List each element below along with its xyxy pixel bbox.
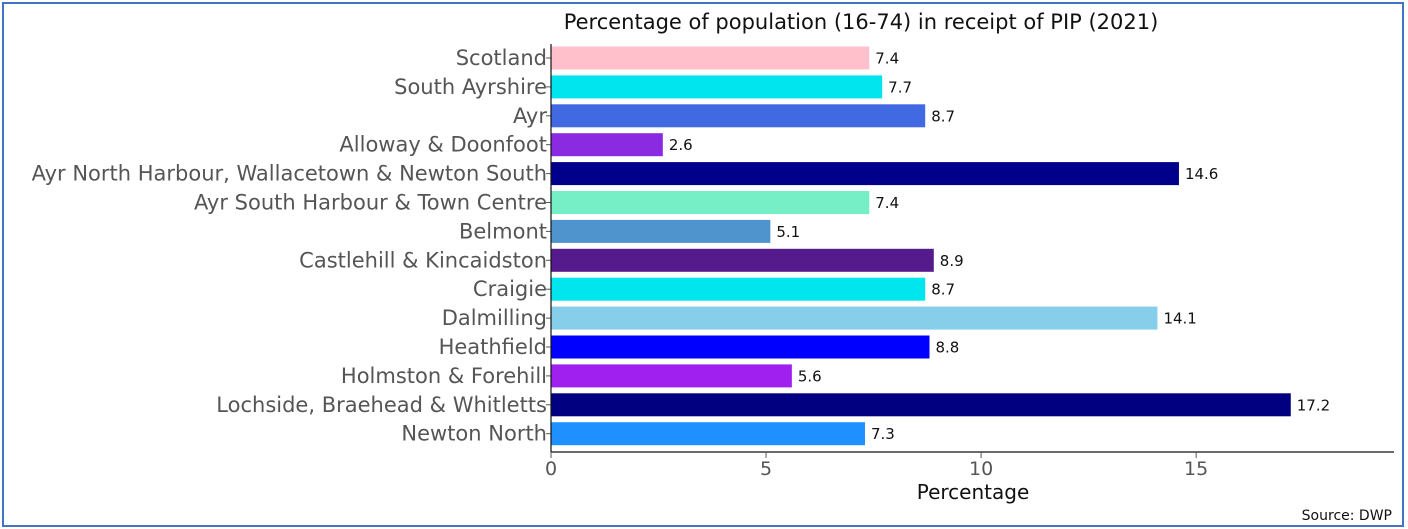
category-label: Scotland <box>456 46 547 70</box>
bar <box>551 191 870 214</box>
x-tick-label: 5 <box>760 458 772 480</box>
bar <box>551 335 930 359</box>
data-label: 7.4 <box>875 194 899 212</box>
data-label: 14.6 <box>1185 165 1218 183</box>
category-label: Heathfield <box>439 335 547 359</box>
source-note: Source: DWP <box>1302 508 1392 524</box>
bar <box>551 422 865 446</box>
bar <box>551 133 663 157</box>
data-label: 8.7 <box>931 281 955 299</box>
data-label: 7.3 <box>871 425 895 443</box>
category-label: Belmont <box>459 219 547 243</box>
data-label: 5.6 <box>798 367 822 385</box>
category-label: Lochside, Braehead & Whitletts <box>216 393 547 417</box>
category-label: Ayr South Harbour & Town Centre <box>194 191 547 215</box>
category-label: Ayr North Harbour, Wallacetown & Newton … <box>32 162 547 186</box>
chart-title: Percentage of population (16-74) in rece… <box>564 10 1159 34</box>
bar <box>551 306 1158 330</box>
bar <box>551 46 870 70</box>
x-tick-label: 10 <box>969 458 993 480</box>
x-tick-label: 15 <box>1184 458 1208 480</box>
x-axis-label: Percentage <box>917 480 1030 504</box>
data-label: 8.8 <box>935 339 959 357</box>
bar <box>551 162 1179 186</box>
data-label: 8.7 <box>931 107 955 125</box>
bar <box>551 104 926 128</box>
data-label: 17.2 <box>1297 396 1330 414</box>
bar <box>551 219 771 243</box>
category-label: Dalmilling <box>442 306 547 330</box>
category-label: Newton North <box>401 422 547 446</box>
data-label: 2.6 <box>669 136 693 154</box>
data-label: 7.7 <box>888 78 912 96</box>
data-label: 8.9 <box>940 252 964 270</box>
category-label: Craigie <box>473 277 547 301</box>
category-label: Alloway & Doonfoot <box>339 133 547 157</box>
category-label: Holmston & Forehill <box>341 364 547 388</box>
bar <box>551 248 934 272</box>
data-label: 5.1 <box>776 223 800 241</box>
category-label: South Ayrshire <box>394 75 547 99</box>
category-label: Castlehill & Kincaidston <box>299 248 547 272</box>
bar <box>551 364 792 388</box>
bar <box>551 277 926 301</box>
x-tick-label: 0 <box>545 458 557 480</box>
category-label: Ayr <box>513 104 547 128</box>
data-label: 14.1 <box>1163 310 1196 328</box>
bar <box>551 75 883 99</box>
data-label: 7.4 <box>875 50 899 68</box>
bar <box>551 393 1291 417</box>
